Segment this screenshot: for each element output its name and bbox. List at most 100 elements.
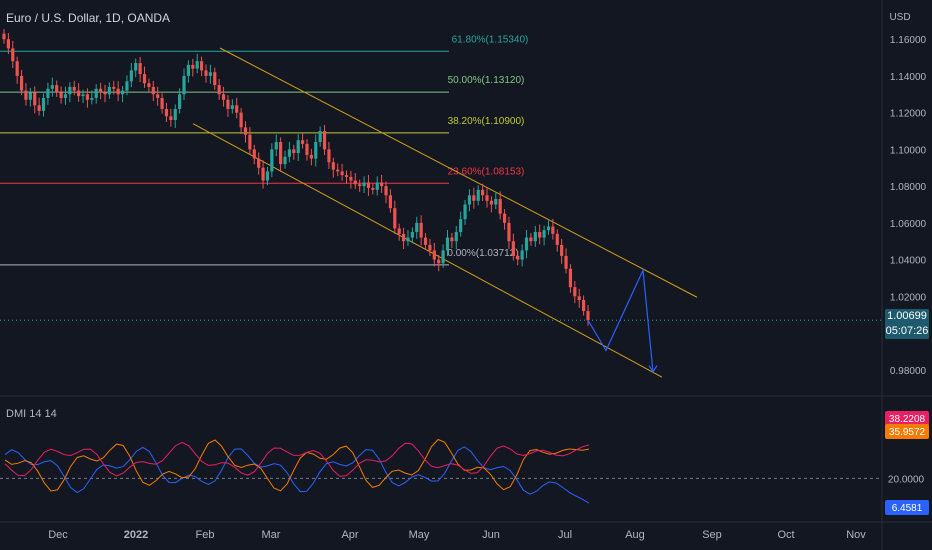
candle-body bbox=[507, 222, 511, 242]
candle-body bbox=[318, 131, 322, 143]
candle-body bbox=[112, 86, 116, 89]
dmi-adx-line bbox=[4, 441, 590, 477]
candle-body bbox=[217, 85, 221, 95]
candle-body bbox=[380, 182, 384, 187]
candle-body bbox=[199, 61, 204, 71]
candle-body bbox=[265, 171, 270, 181]
candle-body bbox=[489, 200, 493, 205]
candle-body bbox=[270, 149, 274, 172]
x-tick-label: Dec bbox=[48, 529, 68, 541]
candle-body bbox=[388, 195, 393, 209]
candle-body bbox=[226, 99, 230, 109]
currency-label: USD bbox=[889, 12, 910, 23]
candle-body bbox=[2, 33, 6, 40]
candle-body bbox=[516, 255, 520, 260]
candle-body bbox=[72, 86, 76, 91]
candle-body bbox=[463, 204, 467, 220]
fib-level-label: 0.00%(1.03712) bbox=[447, 248, 518, 259]
exchange-label: OANDA bbox=[127, 11, 171, 25]
candle-body bbox=[441, 250, 445, 264]
candle-body bbox=[472, 195, 476, 201]
y-tick-label: 1.04000 bbox=[890, 256, 927, 267]
candle-body bbox=[274, 142, 278, 150]
candle-body bbox=[19, 75, 24, 91]
candle-body bbox=[59, 92, 63, 98]
fib-level-label: 61.80%(1.15340) bbox=[452, 34, 529, 45]
candle-body bbox=[502, 213, 507, 223]
candle-body bbox=[103, 92, 107, 95]
x-tick-label: Nov bbox=[846, 529, 866, 541]
candle-body bbox=[384, 186, 388, 196]
candle-body bbox=[195, 61, 199, 69]
candle-body bbox=[322, 131, 327, 150]
candle-body bbox=[564, 255, 568, 269]
candle-body bbox=[186, 64, 191, 76]
candle-body bbox=[533, 232, 537, 242]
x-tick-label: Jul bbox=[558, 529, 572, 541]
candle-body bbox=[520, 250, 524, 260]
candle-body bbox=[349, 176, 353, 181]
candle-body bbox=[191, 64, 195, 69]
candle-body bbox=[498, 198, 502, 214]
y-tick-label: 1.10000 bbox=[890, 145, 927, 156]
candle-body bbox=[296, 140, 300, 154]
candle-body bbox=[485, 195, 489, 201]
candle-body bbox=[50, 85, 54, 89]
candle-body bbox=[107, 86, 111, 95]
y-tick-label: 1.14000 bbox=[890, 72, 927, 83]
y-tick-label: 1.16000 bbox=[890, 35, 927, 46]
candle-body bbox=[437, 259, 441, 264]
candle-body bbox=[529, 237, 533, 242]
candle-body bbox=[586, 311, 590, 321]
dmi-value-label: 35.9572 bbox=[889, 427, 926, 438]
candle-body bbox=[182, 75, 186, 95]
candle-body bbox=[305, 143, 309, 155]
dmi-value-label: 6.4581 bbox=[892, 503, 923, 514]
candle-body bbox=[156, 94, 160, 98]
dmi-value-badge bbox=[885, 424, 929, 439]
candle-body bbox=[6, 39, 10, 49]
candle-body bbox=[11, 48, 15, 62]
x-tick-label: Feb bbox=[196, 529, 215, 541]
x-tick-label: Sep bbox=[702, 529, 722, 541]
candle-body bbox=[309, 154, 313, 159]
candle-body bbox=[573, 287, 577, 297]
x-tick-label: Apr bbox=[341, 529, 358, 541]
last-price-value: 1.00699 bbox=[887, 310, 927, 322]
candle-body bbox=[142, 74, 147, 84]
dmi-value-badge bbox=[885, 500, 929, 515]
candle-body bbox=[415, 222, 419, 233]
candle-body bbox=[423, 237, 428, 245]
candle-body bbox=[582, 300, 586, 312]
candle-body bbox=[138, 63, 142, 75]
candle-body bbox=[208, 72, 212, 76]
candle-body bbox=[221, 94, 226, 100]
candle-body bbox=[371, 187, 375, 190]
candle-body bbox=[235, 105, 239, 113]
dmi-value-label: 38.2208 bbox=[889, 414, 926, 425]
candle-body bbox=[33, 92, 37, 106]
y-tick-label: 1.06000 bbox=[890, 219, 927, 230]
legend-separator: , bbox=[120, 11, 128, 25]
candle-body bbox=[261, 167, 265, 181]
candle-body bbox=[494, 198, 498, 205]
candle-body bbox=[538, 232, 542, 238]
chart-legend-title: Euro / U.S. Dollar, 1D, OANDA bbox=[6, 11, 170, 25]
candle-body bbox=[125, 81, 129, 91]
y-tick-label: 1.12000 bbox=[890, 109, 927, 120]
candle-body bbox=[55, 85, 59, 93]
candle-body bbox=[353, 180, 357, 185]
candle-body bbox=[147, 83, 151, 87]
projection-arrowhead bbox=[648, 365, 658, 373]
candle-body bbox=[68, 86, 72, 95]
candle-body bbox=[397, 228, 401, 234]
candle-body bbox=[178, 94, 182, 109]
candle-body bbox=[283, 156, 287, 165]
candle-body bbox=[568, 268, 573, 288]
candle-body bbox=[46, 88, 50, 98]
candle-body bbox=[169, 116, 173, 120]
candle-body bbox=[419, 222, 423, 238]
candle-body bbox=[481, 189, 485, 196]
fib-level-label: 50.00%(1.13120) bbox=[448, 75, 525, 86]
